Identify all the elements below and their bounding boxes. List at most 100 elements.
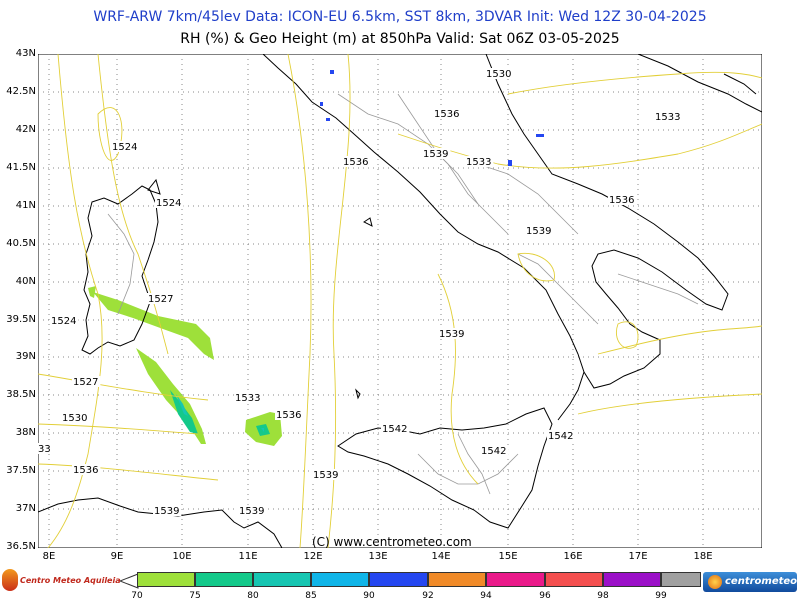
contour-label-bg [50, 315, 79, 326]
contour-label-bg [485, 68, 514, 79]
lat-label: 42.5N [6, 86, 36, 97]
lat-label: 38N [15, 427, 36, 438]
centrometeo-logo[interactable]: centrometeo [703, 572, 797, 592]
legend-swatch [486, 572, 545, 587]
legend-swatch [369, 572, 428, 587]
contour-label-bg [438, 328, 467, 339]
centrometeo-logo-text: centrometeo [725, 576, 798, 587]
contour-label: 1536 [276, 410, 301, 421]
calabria-toe [557, 371, 585, 421]
sardinia-coast [81, 185, 159, 355]
lon-label: 11E [238, 551, 258, 562]
lat-label: 37.5N [6, 465, 36, 476]
legend-label: 90 [363, 591, 375, 601]
lon-label: 10E [172, 551, 192, 562]
contour-label: 1533 [235, 393, 260, 404]
legend-label: 99 [655, 591, 667, 601]
contour-label-bg [38, 443, 53, 454]
contour-label-bg [547, 430, 576, 441]
contour-label: 1539 [439, 329, 464, 340]
lat-label: 38.5N [6, 389, 36, 400]
legend-swatch [545, 572, 603, 587]
contour-label: 1539 [239, 506, 264, 517]
lon-label: 12E [303, 551, 323, 562]
lat-label: 41.5N [6, 162, 36, 173]
legend-swatch [603, 572, 661, 587]
contour-label: 1527 [148, 294, 173, 305]
map-panel: 1530 1533 1536 1524 1536 1539 1533 1524 1536 1539… [38, 54, 762, 548]
contour-label: 1527 [73, 377, 98, 388]
lat-label: 40.5N [6, 238, 36, 249]
contour-label: 1536 [343, 157, 368, 168]
contour-label: 1536 [434, 109, 459, 120]
legend-label: 70 [131, 591, 143, 601]
header-subtitle: RH (%) & Geo Height (m) at 850hPa Valid:… [180, 31, 620, 47]
legend-label: 85 [305, 591, 317, 601]
contour-label-bg [654, 111, 683, 122]
contour-label-bg [422, 148, 451, 159]
contour-label: 1524 [51, 316, 76, 327]
legend-swatch [253, 572, 311, 587]
sicily-coast [337, 407, 553, 529]
contour-label-bg [342, 156, 371, 167]
contour-label: 1539 [423, 149, 448, 160]
contour-label-bg [275, 409, 304, 420]
corsica-tip [147, 178, 161, 195]
contour-label-bg [381, 423, 410, 434]
lon-label: 18E [693, 551, 713, 562]
lon-label: 13E [368, 551, 388, 562]
lon-label: 9E [110, 551, 124, 562]
lat-label: 37N [15, 503, 36, 514]
color-legend: Centro Meteo Aquileia 70 75 80 85 90 92 94 96 98… [0, 565, 800, 601]
contour-label: 1536 [73, 465, 98, 476]
contour-label-bg [147, 293, 176, 304]
contour-label-bg [72, 376, 101, 387]
legend-label: 75 [189, 591, 201, 601]
contour-label: 1524 [112, 142, 137, 153]
lon-label: 8E [42, 551, 56, 562]
contour-label: 1539 [526, 226, 551, 237]
contour-label-bg [525, 225, 554, 236]
lat-label: 41N [15, 200, 36, 211]
contour-label-bg [465, 156, 494, 167]
header-title: WRF-ARW 7km/45lev Data: ICON-EU 6.5km, S… [93, 9, 707, 25]
lon-label: 17E [628, 551, 648, 562]
legend-swatch [428, 572, 486, 587]
lat-label: 39.5N [6, 314, 36, 325]
legend-label: 96 [539, 591, 551, 601]
contour-label: 1542 [481, 446, 506, 457]
balkan-islands [723, 73, 757, 95]
ustica [355, 388, 361, 400]
lat-label: 40N [15, 276, 36, 287]
contour-label: 33 [38, 444, 51, 455]
contour-label: 1542 [548, 431, 573, 442]
credit-text: (C) www.centrometeo.com [312, 535, 472, 549]
legend-swatch [311, 572, 369, 587]
contour-label: 1533 [466, 157, 491, 168]
ponza [363, 217, 373, 227]
contour-label-bg [155, 197, 184, 208]
contour-label-bg [608, 194, 637, 205]
contour-label: 1542 [382, 424, 407, 435]
legend-swatch [661, 572, 701, 587]
legend-swatch [137, 572, 195, 587]
contour-label: 1539 [154, 506, 179, 517]
contour-label-bg [312, 469, 341, 480]
centro-meteo-aquileia-logo[interactable]: Centro Meteo Aquileia [2, 569, 122, 593]
lon-label: 14E [431, 551, 451, 562]
contour-label-bg [61, 412, 90, 423]
contour-label-bg [153, 505, 182, 516]
contour-label-bg [111, 141, 140, 152]
geo-height-contours [38, 54, 762, 548]
lat-label: 43N [15, 48, 36, 59]
cma-logo-icon [2, 569, 18, 591]
contour-labels: 1530 1533 1536 1524 1536 1539 1533 1524 1536 1539… [38, 68, 683, 517]
legend-label: 80 [247, 591, 259, 601]
lon-label: 16E [563, 551, 583, 562]
centrometeo-logo-icon [708, 575, 722, 589]
contour-label: 1530 [486, 69, 511, 80]
lat-label: 42N [15, 124, 36, 135]
contour-label-bg [433, 108, 462, 119]
legend-label: 98 [597, 591, 609, 601]
legend-label: 94 [480, 591, 492, 601]
